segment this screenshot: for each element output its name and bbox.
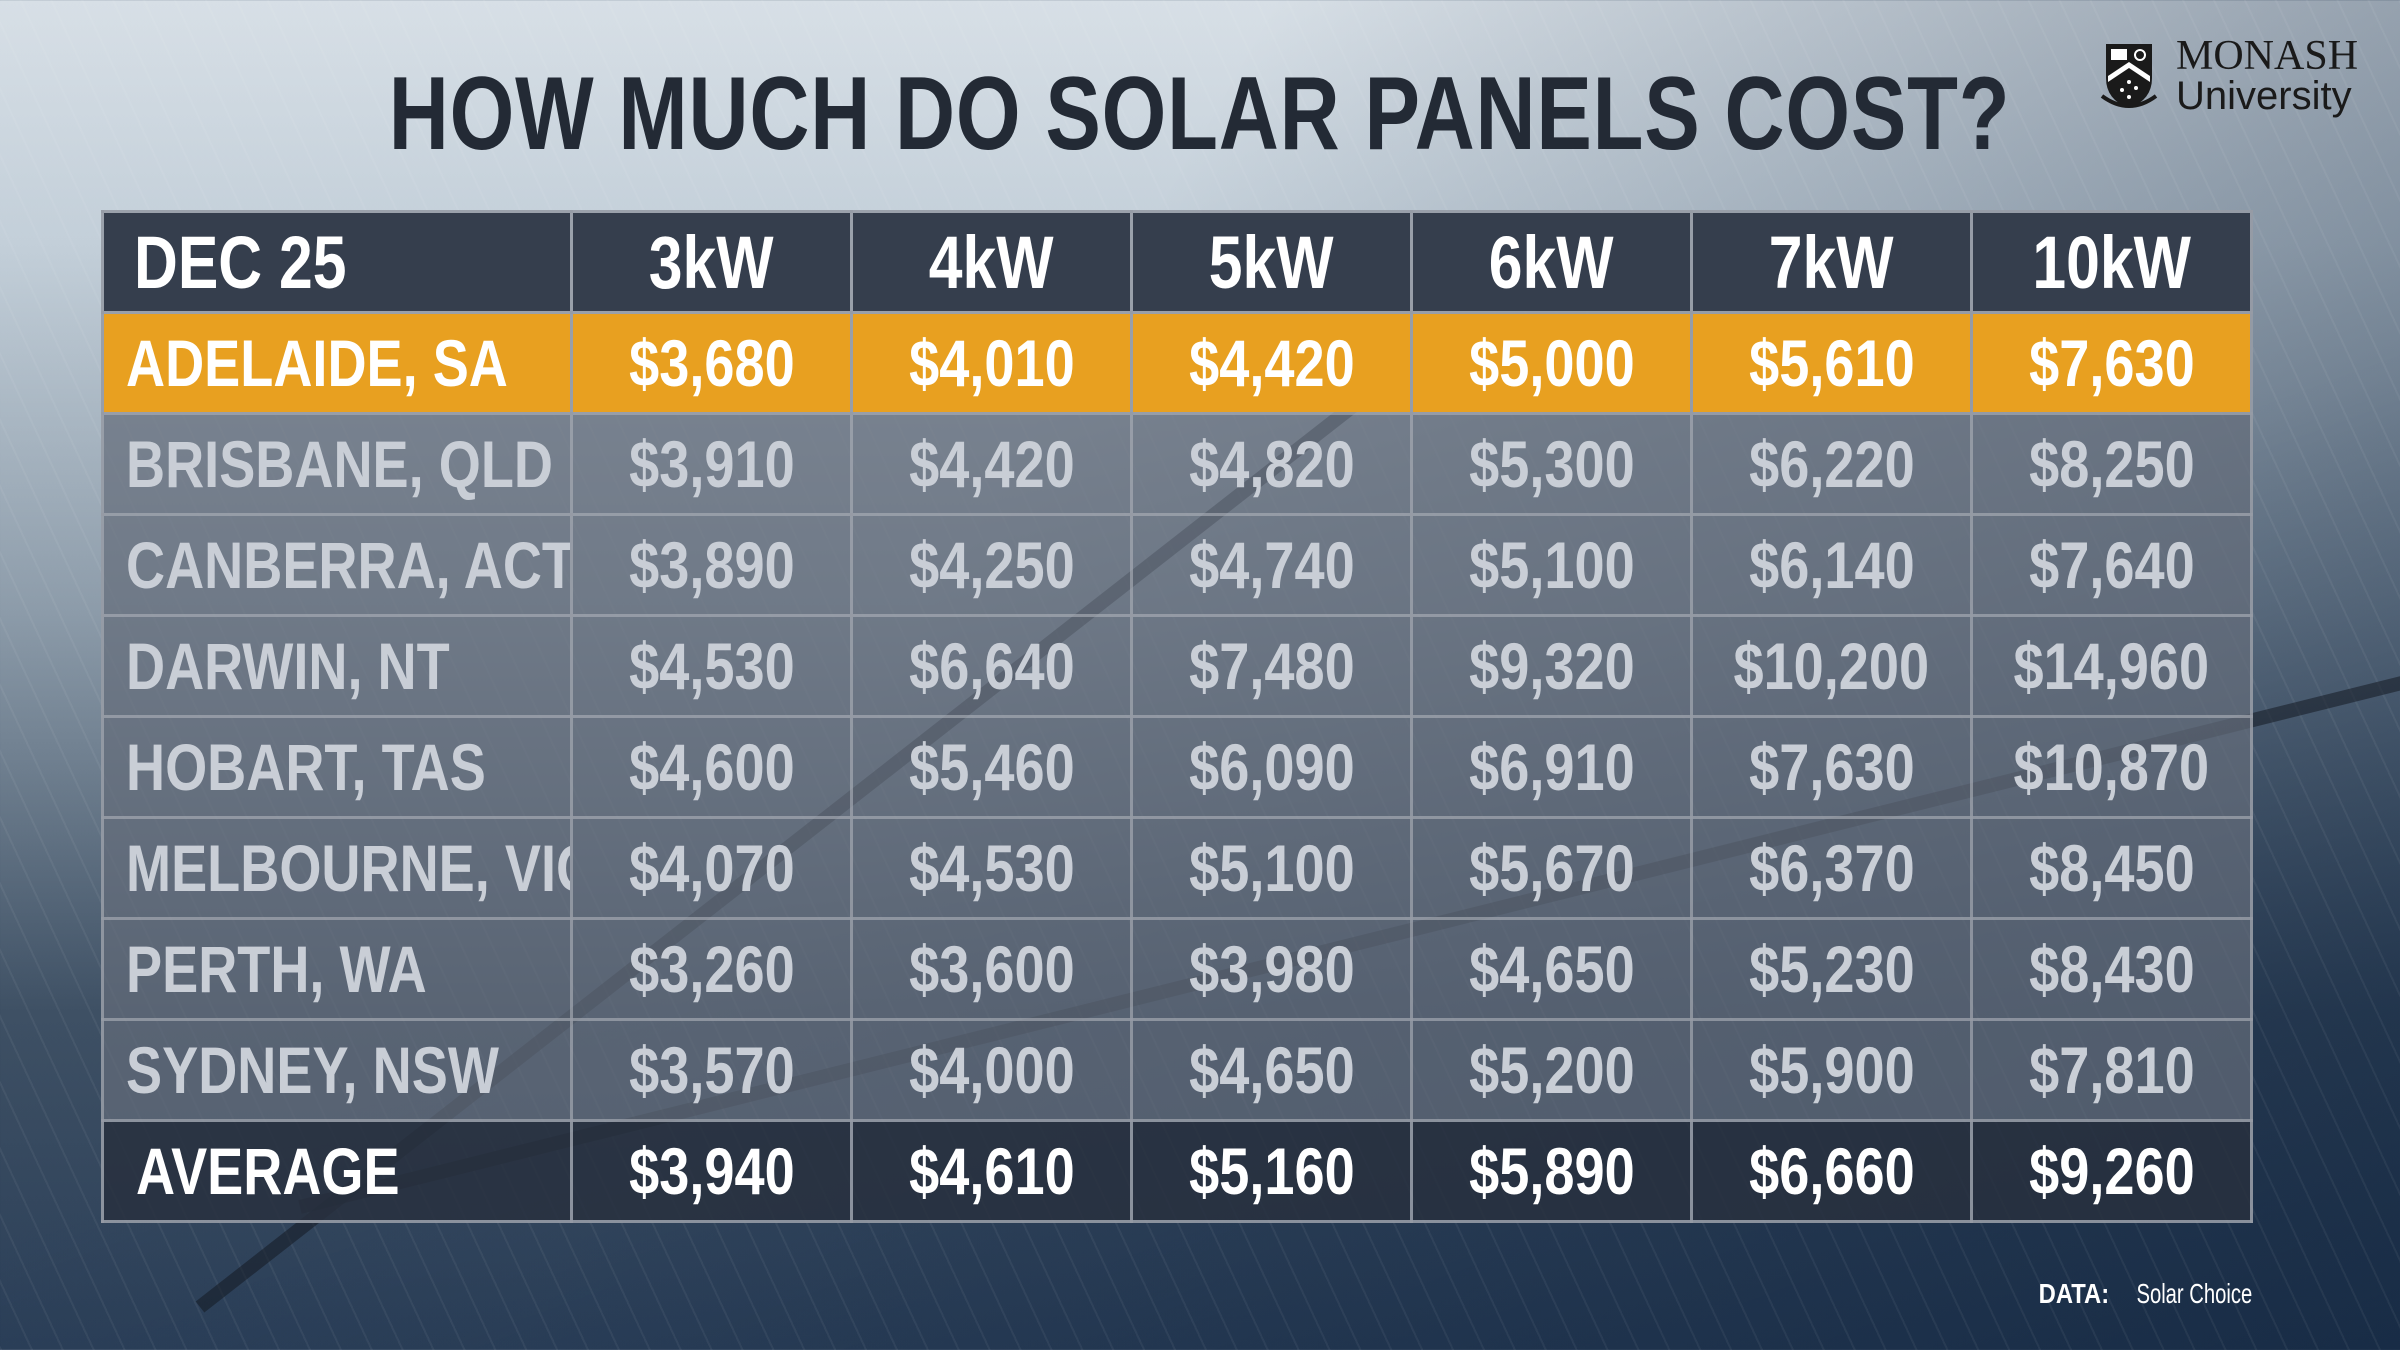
price-cell: $4,070 [570,816,853,920]
price-cell: $4,650 [1130,1018,1413,1122]
price-cell: $6,640 [850,614,1133,718]
price-cell: $4,420 [1130,311,1413,415]
price-cell: $10,200 [1690,614,1973,718]
price-cell: $4,010 [850,311,1133,415]
city-cell: SYDNEY, NSW [101,1018,573,1122]
price-cell: $3,980 [1130,917,1413,1021]
price-cell: $9,260 [1970,1119,2253,1223]
price-cell: $8,250 [1970,412,2253,516]
price-cell: $6,090 [1130,715,1413,819]
price-cell: $6,370 [1690,816,1973,920]
price-cell: $4,600 [570,715,853,819]
price-cell: $5,890 [1410,1119,1693,1223]
logo-line1: MONASH [2176,33,2359,79]
price-cell: $5,230 [1690,917,1973,1021]
price-cell: $3,910 [570,412,853,516]
page-title: HOW MUCH DO SOLAR PANELS COST? [0,55,2400,174]
price-cell: $8,450 [1970,816,2253,920]
period-header: DEC 25 [101,210,573,314]
price-cell: $5,300 [1410,412,1693,516]
price-cell: $4,610 [850,1119,1133,1223]
price-cell: $8,430 [1970,917,2253,1021]
price-cell: $4,820 [1130,412,1413,516]
table-row: PERTH, WA $3,260 $3,600 $3,980 $4,650 $5,230 $… [101,917,2253,1021]
price-cell: $5,100 [1130,816,1413,920]
source-name: Solar Choice [2136,1278,2252,1309]
price-cell: $3,600 [850,917,1133,1021]
column-header: 7kW [1690,210,1973,314]
price-cell: $10,870 [1970,715,2253,819]
price-cell: $4,530 [850,816,1133,920]
city-cell: ADELAIDE, SA [101,311,573,415]
column-header: 5kW [1130,210,1413,314]
price-cell: $4,740 [1130,513,1413,617]
price-cell: $4,250 [850,513,1133,617]
price-cell: $9,320 [1410,614,1693,718]
price-cell: $3,260 [570,917,853,1021]
price-cell: $14,960 [1970,614,2253,718]
price-cell: $4,420 [850,412,1133,516]
price-cell: $7,630 [1690,715,1973,819]
table-row: BRISBANE, QLD $3,910 $4,420 $4,820 $5,300 $6,… [101,412,2253,516]
price-cell: $3,570 [570,1018,853,1122]
price-cell: $4,650 [1410,917,1693,1021]
price-cell: $6,660 [1690,1119,1973,1223]
city-cell: DARWIN, NT [101,614,573,718]
price-cell: $5,670 [1410,816,1693,920]
price-cell: $4,000 [850,1018,1133,1122]
city-cell: BRISBANE, QLD [101,412,573,516]
table-row-average: AVERAGE $3,940 $4,610 $5,160 $5,890 $6,660 $9,… [101,1119,2253,1223]
table-row: SYDNEY, NSW $3,570 $4,000 $4,650 $5,200 $5,90… [101,1018,2253,1122]
monash-logo: MONASH University [2100,33,2359,118]
column-header: 6kW [1410,210,1693,314]
city-cell: CANBERRA, ACT [101,513,573,617]
price-cell: $3,680 [570,311,853,415]
city-cell: HOBART, TAS [101,715,573,819]
table-row: HOBART, TAS $4,600 $5,460 $6,090 $6,910 $7,63… [101,715,2253,819]
price-cell: $5,160 [1130,1119,1413,1223]
price-cell: $7,480 [1130,614,1413,718]
source-label: DATA: [2038,1278,2110,1309]
price-cell: $7,640 [1970,513,2253,617]
table-header-row: DEC 25 3kW 4kW 5kW 6kW 7kW 10kW [101,210,2253,314]
table-row: MELBOURNE, VIC $4,070 $4,530 $5,100 $5,670 $6… [101,816,2253,920]
page-title-text: HOW MUCH DO SOLAR PANELS COST? [389,56,2011,172]
price-cell: $5,000 [1410,311,1693,415]
column-header: 10kW [1970,210,2253,314]
price-cell: $6,910 [1410,715,1693,819]
city-cell: AVERAGE [101,1119,573,1223]
price-cell: $6,220 [1690,412,1973,516]
price-cell: $6,140 [1690,513,1973,617]
price-cell: $3,890 [570,513,853,617]
table-row: CANBERRA, ACT $3,890 $4,250 $4,740 $5,100 $6,… [101,513,2253,617]
solar-cost-table: DEC 25 3kW 4kW 5kW 6kW 7kW 10kW ADELAIDE… [101,210,2253,1223]
city-cell: MELBOURNE, VIC [101,816,573,920]
price-cell: $3,940 [570,1119,853,1223]
logo-line2: University [2176,74,2352,118]
table-row-highlighted: ADELAIDE, SA $3,680 $4,010 $4,420 $5,000 $5,6… [101,311,2253,415]
price-cell: $5,610 [1690,311,1973,415]
price-cell: $5,900 [1690,1018,1973,1122]
table-row: DARWIN, NT $4,530 $6,640 $7,480 $9,320 $10,20… [101,614,2253,718]
city-cell: PERTH, WA [101,917,573,1021]
price-cell: $5,460 [850,715,1133,819]
monash-crest-icon [2100,44,2158,108]
price-cell: $5,100 [1410,513,1693,617]
price-cell: $5,200 [1410,1018,1693,1122]
price-cell: $7,630 [1970,311,2253,415]
data-source: DATA: Solar Choice [2001,1278,2252,1310]
price-cell: $7,810 [1970,1018,2253,1122]
price-cell: $4,530 [570,614,853,718]
column-header: 3kW [570,210,853,314]
column-header: 4kW [850,210,1133,314]
